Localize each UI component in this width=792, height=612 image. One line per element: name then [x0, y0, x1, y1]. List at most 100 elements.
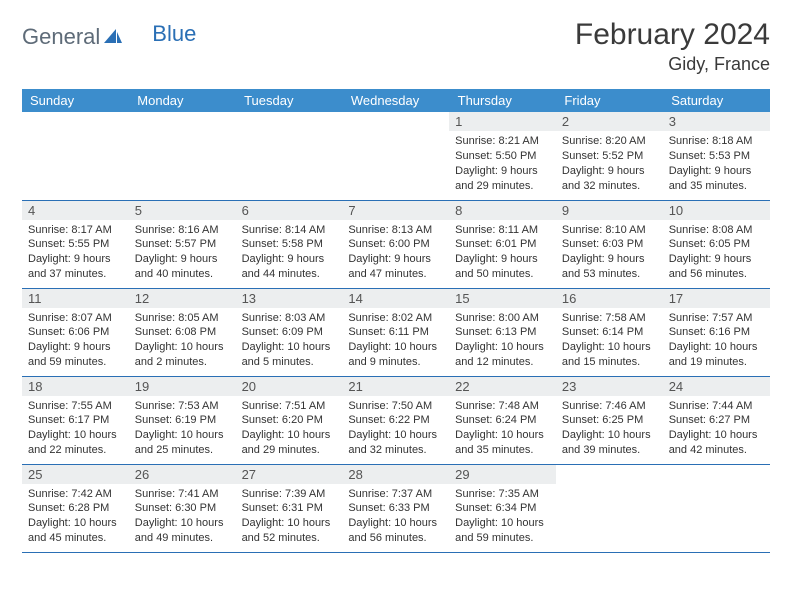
weekday-header: Wednesday [342, 89, 449, 112]
day-number: 20 [236, 377, 343, 396]
calendar-cell: 2Sunrise: 8:20 AMSunset: 5:52 PMDaylight… [556, 112, 663, 200]
calendar-cell: 13Sunrise: 8:03 AMSunset: 6:09 PMDayligh… [236, 288, 343, 376]
calendar-cell: 5Sunrise: 8:16 AMSunset: 5:57 PMDaylight… [129, 200, 236, 288]
sunrise-text: Sunrise: 7:46 AM [562, 399, 657, 414]
daylight-text: Daylight: 10 hours and 2 minutes. [135, 340, 230, 370]
day-number: 13 [236, 289, 343, 308]
sunrise-text: Sunrise: 7:48 AM [455, 399, 550, 414]
daylight-text: Daylight: 10 hours and 22 minutes. [28, 428, 123, 458]
header: General Blue February 2024 Gidy, France [22, 18, 770, 75]
day-details: Sunrise: 8:08 AMSunset: 6:05 PMDaylight:… [663, 220, 770, 286]
weekday-header: Sunday [22, 89, 129, 112]
location: Gidy, France [575, 54, 770, 75]
daylight-text: Daylight: 9 hours and 56 minutes. [669, 252, 764, 282]
day-details: Sunrise: 7:39 AMSunset: 6:31 PMDaylight:… [236, 484, 343, 550]
daylight-text: Daylight: 10 hours and 56 minutes. [348, 516, 443, 546]
day-details: Sunrise: 7:57 AMSunset: 6:16 PMDaylight:… [663, 308, 770, 374]
day-details: Sunrise: 7:50 AMSunset: 6:22 PMDaylight:… [342, 396, 449, 462]
sunrise-text: Sunrise: 8:03 AM [242, 311, 337, 326]
sunset-text: Sunset: 6:00 PM [348, 237, 443, 252]
day-details: Sunrise: 8:17 AMSunset: 5:55 PMDaylight:… [22, 220, 129, 286]
sunrise-text: Sunrise: 7:41 AM [135, 487, 230, 502]
day-number: 29 [449, 465, 556, 484]
sunrise-text: Sunrise: 7:57 AM [669, 311, 764, 326]
day-number: 24 [663, 377, 770, 396]
calendar-cell: 17Sunrise: 7:57 AMSunset: 6:16 PMDayligh… [663, 288, 770, 376]
sunrise-text: Sunrise: 7:51 AM [242, 399, 337, 414]
title-block: February 2024 Gidy, France [575, 18, 770, 75]
sunrise-text: Sunrise: 8:21 AM [455, 134, 550, 149]
calendar-cell: 14Sunrise: 8:02 AMSunset: 6:11 PMDayligh… [342, 288, 449, 376]
daylight-text: Daylight: 10 hours and 29 minutes. [242, 428, 337, 458]
sunset-text: Sunset: 6:16 PM [669, 325, 764, 340]
sunset-text: Sunset: 6:30 PM [135, 501, 230, 516]
calendar-cell: 29Sunrise: 7:35 AMSunset: 6:34 PMDayligh… [449, 464, 556, 552]
day-number: 8 [449, 201, 556, 220]
sunrise-text: Sunrise: 7:39 AM [242, 487, 337, 502]
calendar-cell: 18Sunrise: 7:55 AMSunset: 6:17 PMDayligh… [22, 376, 129, 464]
logo-text-blue: Blue [152, 21, 196, 47]
weekday-header: Friday [556, 89, 663, 112]
calendar-table: Sunday Monday Tuesday Wednesday Thursday… [22, 89, 770, 553]
day-number: 21 [342, 377, 449, 396]
calendar-cell: 7Sunrise: 8:13 AMSunset: 6:00 PMDaylight… [342, 200, 449, 288]
calendar-cell [129, 112, 236, 200]
calendar-row: 18Sunrise: 7:55 AMSunset: 6:17 PMDayligh… [22, 376, 770, 464]
daylight-text: Daylight: 10 hours and 35 minutes. [455, 428, 550, 458]
day-details: Sunrise: 7:53 AMSunset: 6:19 PMDaylight:… [129, 396, 236, 462]
sunset-text: Sunset: 5:55 PM [28, 237, 123, 252]
day-number: 28 [342, 465, 449, 484]
sunset-text: Sunset: 5:50 PM [455, 149, 550, 164]
daylight-text: Daylight: 10 hours and 42 minutes. [669, 428, 764, 458]
daylight-text: Daylight: 10 hours and 15 minutes. [562, 340, 657, 370]
calendar-cell: 4Sunrise: 8:17 AMSunset: 5:55 PMDaylight… [22, 200, 129, 288]
day-number: 5 [129, 201, 236, 220]
daylight-text: Daylight: 10 hours and 32 minutes. [348, 428, 443, 458]
day-details: Sunrise: 8:14 AMSunset: 5:58 PMDaylight:… [236, 220, 343, 286]
day-number: 22 [449, 377, 556, 396]
calendar-cell: 8Sunrise: 8:11 AMSunset: 6:01 PMDaylight… [449, 200, 556, 288]
sunrise-text: Sunrise: 8:10 AM [562, 223, 657, 238]
day-details: Sunrise: 8:13 AMSunset: 6:00 PMDaylight:… [342, 220, 449, 286]
logo-sail-icon [102, 26, 124, 49]
day-number: 19 [129, 377, 236, 396]
day-number: 11 [22, 289, 129, 308]
day-number: 2 [556, 112, 663, 131]
day-details: Sunrise: 7:51 AMSunset: 6:20 PMDaylight:… [236, 396, 343, 462]
sunrise-text: Sunrise: 7:58 AM [562, 311, 657, 326]
daylight-text: Daylight: 9 hours and 35 minutes. [669, 164, 764, 194]
sunset-text: Sunset: 6:20 PM [242, 413, 337, 428]
day-details: Sunrise: 7:41 AMSunset: 6:30 PMDaylight:… [129, 484, 236, 550]
day-number: 23 [556, 377, 663, 396]
day-details: Sunrise: 7:35 AMSunset: 6:34 PMDaylight:… [449, 484, 556, 550]
calendar-cell: 10Sunrise: 8:08 AMSunset: 6:05 PMDayligh… [663, 200, 770, 288]
sunset-text: Sunset: 5:58 PM [242, 237, 337, 252]
daylight-text: Daylight: 10 hours and 9 minutes. [348, 340, 443, 370]
day-details: Sunrise: 7:46 AMSunset: 6:25 PMDaylight:… [556, 396, 663, 462]
calendar-cell: 1Sunrise: 8:21 AMSunset: 5:50 PMDaylight… [449, 112, 556, 200]
calendar-cell: 28Sunrise: 7:37 AMSunset: 6:33 PMDayligh… [342, 464, 449, 552]
calendar-cell: 19Sunrise: 7:53 AMSunset: 6:19 PMDayligh… [129, 376, 236, 464]
sunrise-text: Sunrise: 8:05 AM [135, 311, 230, 326]
sunrise-text: Sunrise: 8:18 AM [669, 134, 764, 149]
day-number: 3 [663, 112, 770, 131]
day-details: Sunrise: 8:16 AMSunset: 5:57 PMDaylight:… [129, 220, 236, 286]
day-details: Sunrise: 8:10 AMSunset: 6:03 PMDaylight:… [556, 220, 663, 286]
daylight-text: Daylight: 10 hours and 45 minutes. [28, 516, 123, 546]
daylight-text: Daylight: 10 hours and 12 minutes. [455, 340, 550, 370]
day-number: 18 [22, 377, 129, 396]
sunrise-text: Sunrise: 7:53 AM [135, 399, 230, 414]
day-number: 9 [556, 201, 663, 220]
sunrise-text: Sunrise: 8:02 AM [348, 311, 443, 326]
calendar-cell: 20Sunrise: 7:51 AMSunset: 6:20 PMDayligh… [236, 376, 343, 464]
calendar-row: 11Sunrise: 8:07 AMSunset: 6:06 PMDayligh… [22, 288, 770, 376]
day-details: Sunrise: 8:05 AMSunset: 6:08 PMDaylight:… [129, 308, 236, 374]
day-details: Sunrise: 8:00 AMSunset: 6:13 PMDaylight:… [449, 308, 556, 374]
daylight-text: Daylight: 10 hours and 59 minutes. [455, 516, 550, 546]
sunset-text: Sunset: 6:25 PM [562, 413, 657, 428]
calendar-cell [22, 112, 129, 200]
sunrise-text: Sunrise: 7:55 AM [28, 399, 123, 414]
day-number: 16 [556, 289, 663, 308]
daylight-text: Daylight: 10 hours and 5 minutes. [242, 340, 337, 370]
sunset-text: Sunset: 6:14 PM [562, 325, 657, 340]
